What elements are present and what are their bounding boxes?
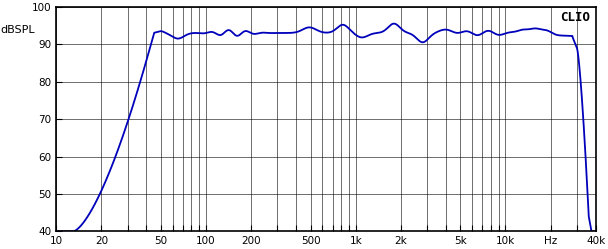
Text: CLIO: CLIO	[560, 11, 590, 24]
Y-axis label: dBSPL: dBSPL	[0, 25, 35, 35]
